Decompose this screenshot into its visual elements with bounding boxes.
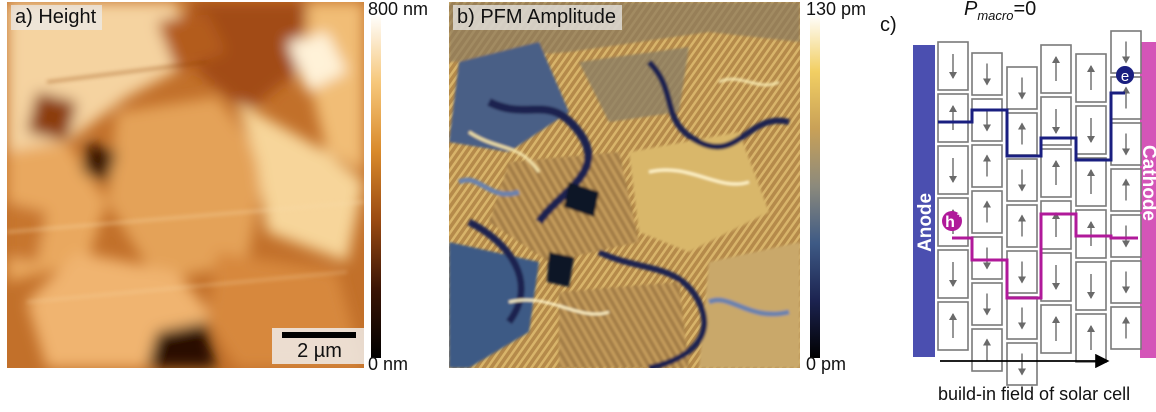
pfm-amplitude-image: b) PFM Amplitude [449,2,800,368]
pfm-colorbar-max: 130 pm [806,0,866,19]
pfm-colorbar [810,14,820,358]
scale-bar: 2 µm [272,328,364,364]
pfm-colorbar-min: 0 pm [806,354,846,374]
height-colorbar-max: 800 nm [368,0,428,19]
p-symbol: P [964,0,977,20]
panel-c-label: c) [880,14,897,37]
hole-label: h [945,214,955,231]
height-map-image: a) Height 2 µm [7,2,364,368]
anode-label: Anode [915,193,936,252]
pfm-amplitude-graphic [449,2,800,368]
height-map-graphic [7,2,364,368]
hole-charge: + [957,209,963,221]
height-colorbar-min: 0 nm [368,354,408,374]
height-colorbar [371,14,381,358]
polarization-domains [938,31,1141,385]
scale-bar-label: 2 µm [272,340,364,363]
electron-label: e [1121,68,1129,85]
panel-a-label: a) Height [11,5,102,30]
p-value: =0 [1013,0,1036,20]
panel-b-label: b) PFM Amplitude [453,5,622,30]
domain-schematic: Anode Cathode e h + [900,20,1156,400]
scale-bar-line [282,332,356,338]
build-in-field-caption: build-in field of solar cell [938,384,1130,405]
